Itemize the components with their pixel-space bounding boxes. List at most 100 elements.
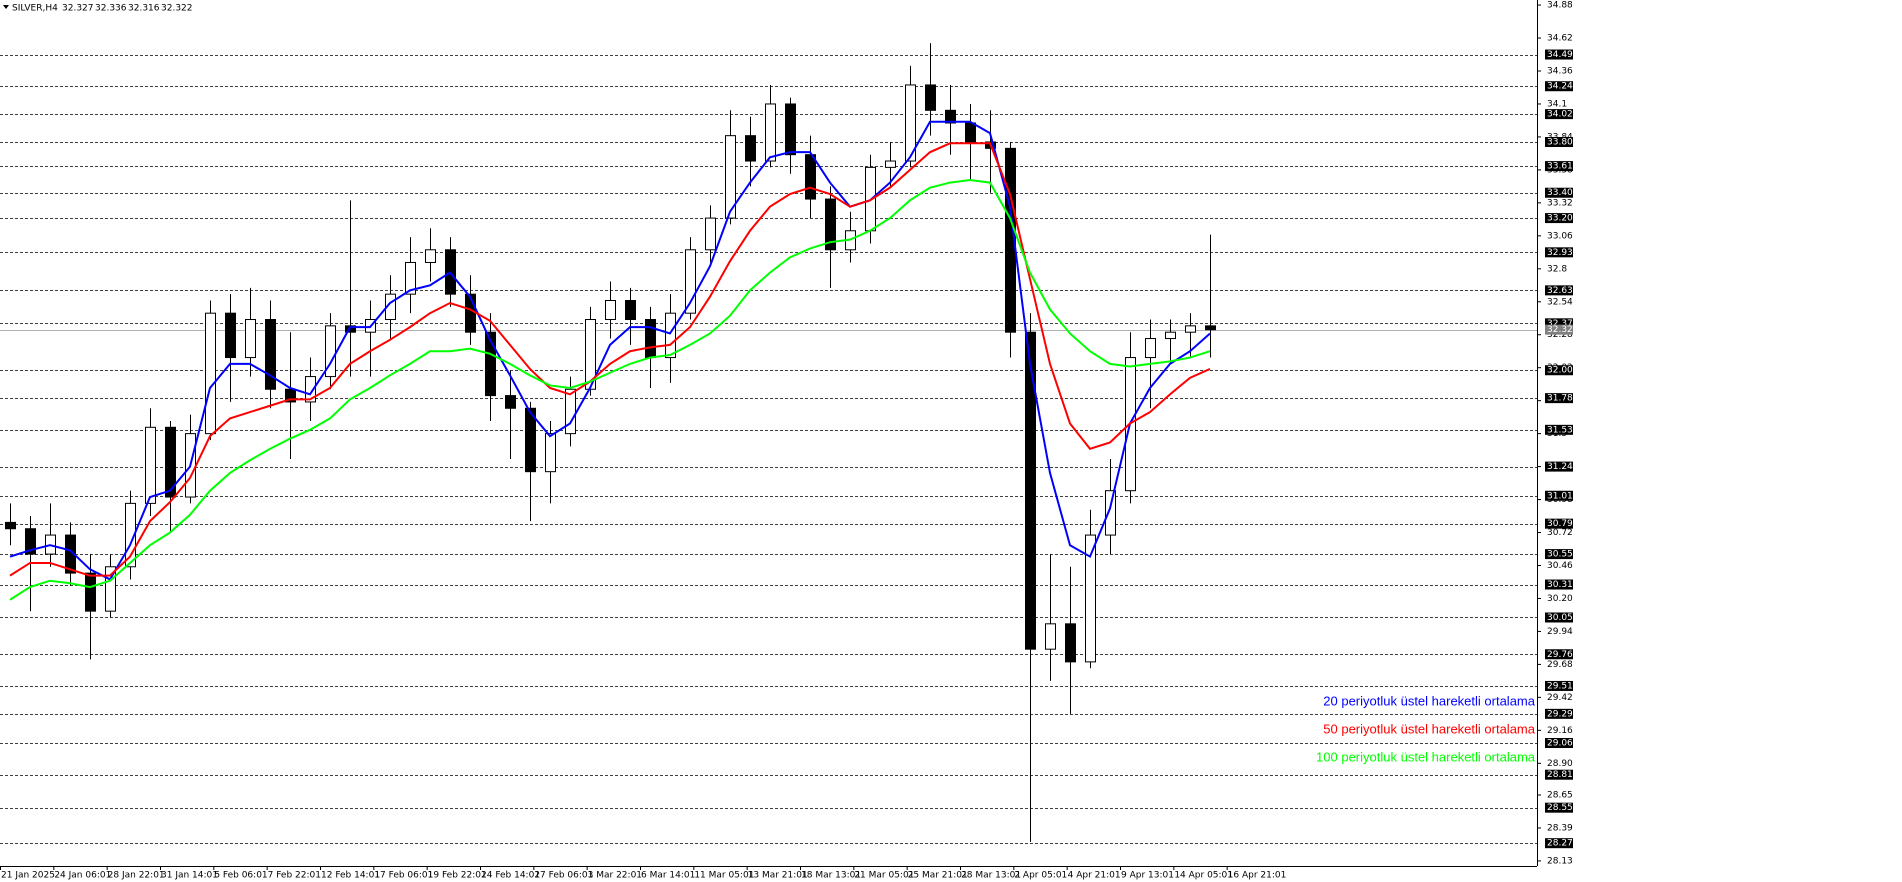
candle-body [745,135,756,162]
symbol-menu-icon[interactable] [3,5,9,9]
candle-body [725,135,736,219]
candle-body [505,395,516,409]
level-label-box [1545,393,1573,404]
x-tick-label: 27 Feb 06:01 [534,871,593,881]
candle [1045,554,1056,681]
candle-body [925,84,936,111]
candle [1065,566,1076,714]
x-tick-label: 21 Mar 05:01 [854,871,914,881]
candle-body [305,376,316,403]
y-tick-label: 32.28 [1547,330,1573,340]
level-label: 30.31 [1547,580,1573,590]
y-tick-label: 30.72 [1547,528,1573,538]
candle [925,43,936,136]
y-tick-label: 28.65 [1547,790,1573,800]
candle [305,357,316,421]
level-label: 29.51 [1547,681,1573,691]
level-label: 29.06 [1547,739,1573,749]
y-tick-label: 34.36 [1547,67,1573,77]
x-tick-label: 7 Feb 22:01 [268,871,321,881]
candle [625,287,636,345]
level-label: 28.55 [1547,803,1573,813]
y-tick-label: 34.1 [1547,99,1567,109]
level-label-box [1545,247,1573,258]
quote-value: 32.327 [62,4,94,14]
level-label: 34.24 [1547,82,1573,92]
level-label-box [1545,649,1573,660]
level-label-box [1545,187,1573,198]
x-tick-label: 28 Mar 13:01 [961,871,1021,881]
candle-body [625,300,636,321]
current-price-box [1545,324,1573,335]
candle [425,228,436,282]
candle [245,287,256,377]
candle [385,275,396,339]
y-tick-label: 34.62 [1547,34,1573,44]
level-label-box [1545,680,1573,691]
candle [65,522,76,586]
level-label-box [1545,365,1573,376]
x-tick-label: 19 Feb 22:01 [428,871,487,881]
candle-body [405,261,416,295]
candle [105,554,116,618]
x-tick-label: 13 Mar 21:01 [748,871,808,881]
level-label: 29.29 [1547,709,1573,719]
candle-body [265,319,276,390]
x-tick-label: 31 Jan 14:01 [161,871,218,881]
candle [825,186,836,288]
level-label: 31.78 [1547,394,1573,404]
y-tick-label: 29.68 [1547,660,1573,670]
candle [785,97,796,174]
candle-body [785,103,796,156]
level-label: 32.63 [1547,286,1573,296]
candle-body [1205,325,1216,331]
candle [725,110,736,225]
candle-body [585,319,596,390]
ema-line [9,179,1211,601]
candle-body [705,217,716,251]
level-label: 31.01 [1547,491,1573,501]
candle [1005,142,1016,358]
level-label-box [1545,769,1573,780]
candle-body [1025,331,1036,650]
level-label-box [1545,549,1573,560]
level-label-box [1545,49,1573,60]
candle-body [1005,147,1016,333]
candle [325,313,336,390]
candle-body [1185,325,1196,333]
x-tick-label: 18 Mar 13:01 [801,871,861,881]
level-label: 33.80 [1547,138,1573,148]
candle [225,294,236,402]
level-label-box [1545,213,1573,224]
candle [1165,319,1176,364]
x-tick-label: 21 Jan 2025 [1,871,55,881]
candle [685,237,696,320]
y-tick-label: 29.42 [1547,693,1573,703]
x-tick-label: 17 Feb 06:01 [374,871,433,881]
x-tick-label: 25 Mar 21:01 [908,871,968,881]
candle [5,503,16,546]
level-label-box [1545,461,1573,472]
level-label: 28.81 [1547,770,1573,780]
level-label-box [1545,708,1573,719]
quote-value: 32.322 [161,4,193,14]
legend-entry: 100 periyotluk üstel hareketli ortalama [1316,749,1536,764]
current-price-label: 32.32 [1547,325,1573,335]
candle-body [325,325,336,378]
candle [885,142,896,187]
candle-body [1045,623,1056,650]
candle [1205,234,1216,358]
candle [605,281,616,339]
x-tick-label: 11 Mar 05:01 [694,871,754,881]
level-label: 29.76 [1547,650,1573,660]
candle-body [225,312,236,359]
candle [485,313,496,421]
x-tick-label: 14 Apr 05:01 [1174,871,1233,881]
candle-body [425,249,436,263]
candle-body [645,319,656,359]
y-tick-label: 28.39 [1547,823,1573,833]
candle-body [5,521,16,530]
candle-body [485,331,496,397]
